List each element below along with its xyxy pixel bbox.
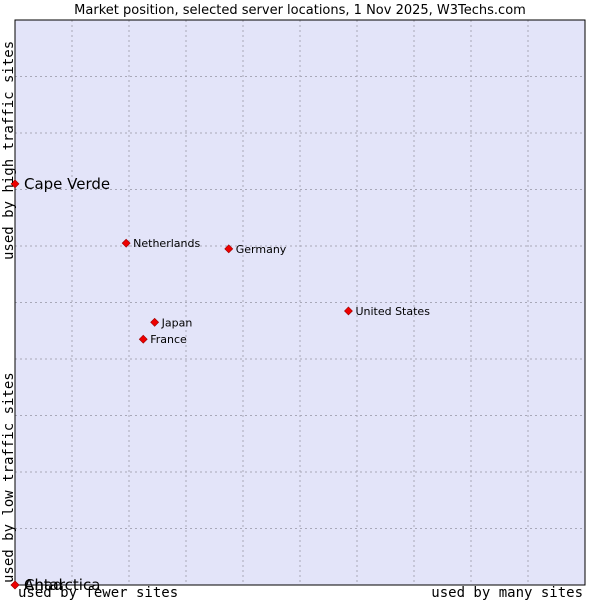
point-marker-japan (150, 317, 160, 327)
point-label-france: France (150, 333, 187, 346)
chart-title: Market position, selected server locatio… (74, 3, 526, 18)
point-marker-united-states (344, 306, 353, 316)
point-label-cape-verde: Cape Verde (24, 175, 110, 193)
point-label-united-states: United States (355, 305, 430, 318)
y-axis-label-high: used by high traffic sites (1, 41, 17, 260)
point-marker-chad (10, 580, 20, 590)
plot-border (14, 19, 586, 586)
point-label-japan: Japan (161, 316, 193, 329)
point-label-antarctica: Antarctica (24, 576, 100, 594)
x-axis-label-high: used by many sites (431, 585, 583, 600)
point-marker-france (138, 334, 148, 344)
y-axis-label-low: used by low traffic sites (1, 372, 17, 583)
x-axis-label-low: used by fewer sites (18, 585, 178, 600)
point-label-germany: Germany (236, 243, 287, 256)
point-label-chad: Chad (24, 576, 63, 594)
grid-lines (15, 20, 585, 585)
point-label-netherlands: Netherlands (133, 237, 200, 250)
point-marker-germany (224, 244, 234, 254)
point-marker-cape-verde (10, 179, 20, 189)
point-marker-netherlands (121, 238, 131, 248)
data-points: Cape Verde Netherlands Germany United State… (10, 175, 430, 594)
